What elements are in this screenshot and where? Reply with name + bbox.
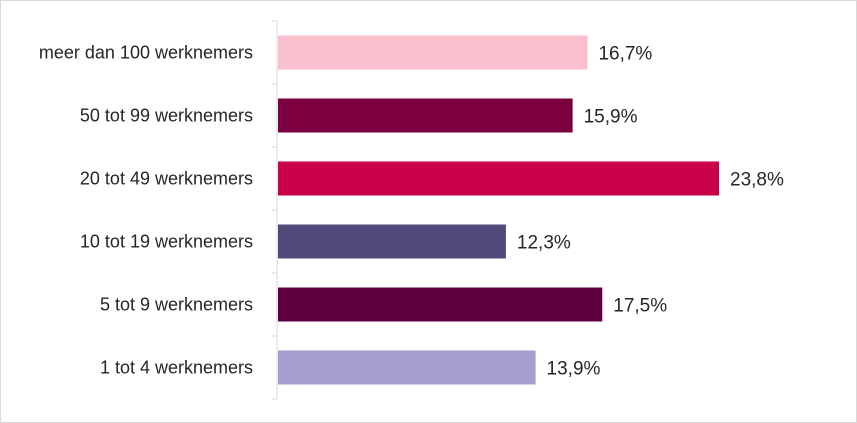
data-label: 16,7% (598, 44, 652, 65)
bar (278, 224, 506, 259)
data-label: 15,9% (584, 107, 638, 128)
data-label: 13,9% (547, 359, 601, 380)
bar (278, 350, 536, 385)
bar (278, 35, 588, 70)
category-label: 50 tot 99 werknemers (80, 106, 253, 126)
bar (278, 287, 603, 322)
category-label: meer dan 100 werknemers (39, 43, 253, 63)
data-label: 17,5% (613, 296, 667, 317)
category-label: 1 tot 4 werknemers (100, 358, 253, 378)
category-label: 5 tot 9 werknemers (100, 295, 253, 315)
bar (278, 98, 573, 133)
data-label: 12,3% (517, 233, 571, 254)
category-label: 10 tot 19 werknemers (80, 232, 253, 252)
bar (278, 161, 719, 196)
category-label: 20 tot 49 werknemers (80, 169, 253, 189)
data-label: 23,8% (730, 170, 784, 191)
